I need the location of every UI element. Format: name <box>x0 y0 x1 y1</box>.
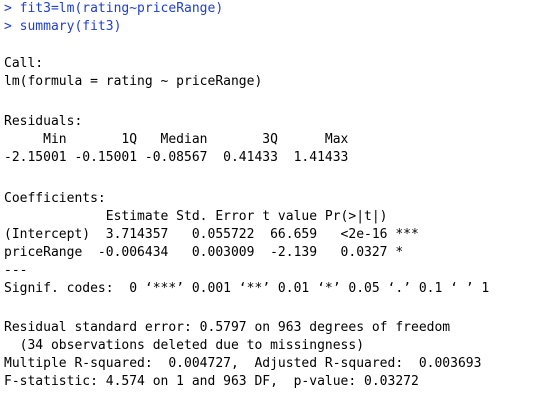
call-formula: lm(formula = rating ~ priceRange) <box>4 74 263 89</box>
signif-codes: Signif. codes: 0 ‘***’ 0.001 ‘**’ 0.01 ‘… <box>4 281 490 296</box>
command-line-1: > fit3=lm(rating~priceRange) <box>4 0 223 18</box>
coef-row-intercept: (Intercept) 3.714357 0.055722 66.659 <2e… <box>4 227 419 242</box>
residuals-labels: Min 1Q Median 3Q Max <box>4 132 357 147</box>
command-line-2: > summary(fit3) <box>4 18 121 36</box>
r-squared: Multiple R-squared: 0.004727, Adjusted R… <box>4 356 490 371</box>
residuals-values: -2.15001 -0.15001 -0.08567 0.41433 1.414… <box>4 150 357 165</box>
missingness-note: (34 observations deleted due to missingn… <box>4 338 365 353</box>
f-statistic: F-statistic: 4.574 on 1 and 963 DF, p-va… <box>4 374 419 389</box>
call-header: Call: <box>4 56 44 71</box>
residuals-header: Residuals: <box>4 114 83 129</box>
separator: --- <box>4 263 28 278</box>
residual-standard-error: Residual standard error: 0.5797 on 963 d… <box>4 320 451 335</box>
command-text: fit3=lm(rating~priceRange) <box>19 1 224 16</box>
command-text: summary(fit3) <box>19 19 122 34</box>
prompt-symbol: > <box>4 19 12 34</box>
coef-table-header: Estimate Std. Error t value Pr(>|t|) <box>4 209 419 224</box>
coef-row-pricerange: priceRange -0.006434 0.003009 -2.139 0.0… <box>4 245 419 260</box>
coefficients-header: Coefficients: <box>4 191 106 206</box>
prompt-symbol: > <box>4 1 12 16</box>
